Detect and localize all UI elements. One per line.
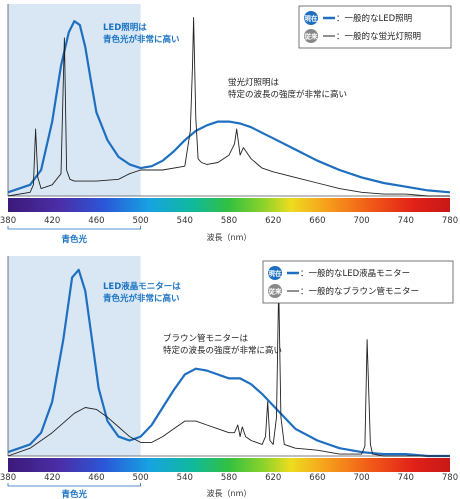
spectrum-color-bar	[8, 458, 450, 472]
x-tick-label: 540	[177, 473, 193, 483]
x-tick-label: 660	[309, 473, 325, 483]
legend-box	[262, 260, 454, 304]
legend-label: ：一般的なLED液晶モニター	[300, 268, 410, 279]
blue-light-bracket	[7, 483, 141, 487]
legend-badge-text: 現在	[269, 268, 283, 277]
annotation-led: LED液晶モニターは	[103, 281, 181, 292]
series-line-conventional	[7, 284, 450, 457]
legend-badge-text: 現在	[305, 13, 319, 22]
blue-light-band	[8, 4, 141, 196]
x-tick-label: 660	[309, 216, 325, 226]
x-tick-label: 380	[0, 216, 16, 226]
x-tick-label: 460	[88, 216, 104, 226]
x-axis-label: 波長（nm）	[207, 488, 252, 498]
legend-badge	[304, 11, 318, 25]
blue-light-band	[8, 256, 141, 456]
legend-badge	[268, 284, 282, 298]
x-tick-label: 420	[44, 216, 60, 226]
x-tick-label: 580	[221, 473, 237, 483]
legend-label: ：一般的な蛍光灯照明	[336, 31, 421, 42]
x-tick-label: 780	[442, 216, 458, 226]
chart-panel-2: 380 420 460 500 540 580 620 660 700 740 780 波長（nm） 青…	[0, 256, 458, 499]
blue-light-label: 青色光	[62, 234, 88, 245]
x-tick-label: 540	[177, 216, 193, 226]
x-tick-label: 380	[0, 473, 16, 483]
chart-panel-1: 380 420 460 500 540 580 620 660 700 740 780 波長（nm） 青…	[0, 4, 458, 245]
annotation-conventional: 特定の波長の強度が非常に高い	[163, 345, 282, 356]
annotation-conventional: 特定の波長の強度が非常に高い	[228, 89, 347, 100]
legend-label: ：一般的なブラウン管モニター	[300, 286, 419, 297]
blue-light-bracket	[7, 226, 141, 230]
series-line-led	[7, 20, 451, 194]
x-tick-label: 740	[398, 473, 414, 483]
x-tick-label: 700	[353, 473, 369, 483]
blue-light-label: 青色光	[62, 489, 88, 499]
x-axis-label: 波長（nm）	[207, 232, 252, 242]
x-tick-label: 420	[44, 473, 60, 483]
annotation-conventional: ブラウン管モニターは	[163, 333, 249, 344]
x-tick-label: 460	[88, 473, 104, 483]
legend-box	[298, 5, 452, 49]
legend-badge	[268, 266, 282, 280]
x-tick-label: 700	[353, 216, 369, 226]
legend-badge-text: 従来	[268, 286, 283, 295]
legend-label: ：一般的なLED照明	[336, 13, 412, 24]
x-tick-label: 500	[132, 473, 148, 483]
x-tick-label: 620	[265, 216, 281, 226]
x-tick-label: 780	[442, 473, 458, 483]
series-line-led	[7, 268, 450, 458]
annotation-conventional: 蛍光灯照明は	[228, 77, 280, 88]
series-line-conventional	[7, 16, 450, 197]
annotation-led: LED照明は	[103, 23, 147, 33]
spectrum-color-bar	[8, 198, 450, 212]
legend-badge	[304, 29, 318, 43]
x-tick-label: 500	[132, 216, 148, 226]
x-tick-label: 580	[221, 216, 237, 226]
x-tick-label: 740	[398, 216, 414, 226]
legend-badge-text: 従来	[304, 31, 319, 40]
x-tick-label: 620	[265, 473, 281, 483]
annotation-led: 青色光が非常に高い	[103, 293, 180, 304]
annotation-led: 青色光が非常に高い	[103, 34, 180, 45]
